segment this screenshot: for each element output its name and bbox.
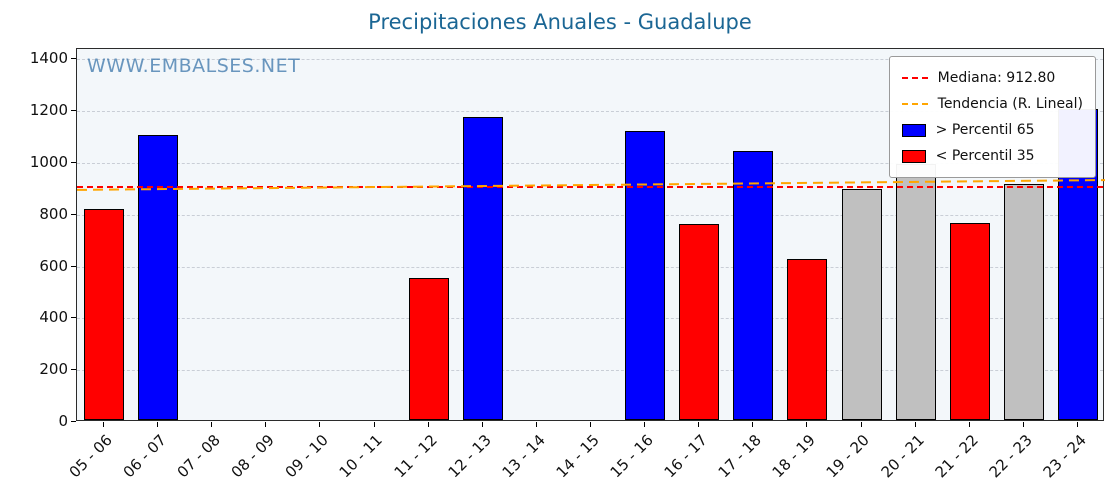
x-tick-label-text: 17 - 18 — [714, 431, 766, 482]
y-tick-mark — [71, 421, 76, 422]
median-line — [77, 185, 1103, 188]
x-tick-mark — [265, 422, 267, 427]
bar-06-07 — [138, 135, 179, 420]
legend-label-above-p65: > Percentil 65 — [935, 122, 1035, 138]
chart-title: Precipitaciones Anuales - Guadalupe — [368, 10, 752, 34]
bar-17-18 — [733, 150, 774, 420]
x-tick-label-text: 10 - 11 — [336, 431, 387, 482]
x-tick-mark — [427, 422, 429, 427]
x-tick-label-text: 09 - 10 — [281, 431, 333, 482]
bar-18-19 — [787, 259, 828, 420]
legend-label-below-p35: < Percentil 35 — [935, 148, 1035, 164]
y-tick-label: 1200 — [29, 101, 68, 120]
y-tick-mark — [71, 317, 76, 319]
x-tick-label-text: 05 - 06 — [65, 431, 116, 482]
bar-16-17 — [679, 224, 720, 420]
bar-19-20 — [841, 189, 882, 420]
x-tick-mark — [752, 422, 754, 427]
x-tick-label-text: 13 - 14 — [498, 431, 549, 482]
y-tick-mark — [71, 58, 76, 60]
x-tick-label-text: 23 - 24 — [1039, 431, 1090, 482]
x-tick-mark — [373, 422, 375, 427]
y-tick-mark — [71, 213, 76, 215]
gridline — [77, 370, 1103, 372]
y-tick-mark — [71, 369, 76, 371]
gridline — [77, 266, 1103, 268]
bar-12-13 — [462, 116, 503, 420]
gridline — [77, 318, 1103, 320]
bar-20-21 — [895, 163, 936, 420]
x-axis-labels: 05 - 06 06 - 07 07 - 08 08 - 09 09 - 10 10 - … — [65, 422, 1104, 500]
x-tick-label-text: 11 - 12 — [390, 431, 441, 482]
y-tick-mark — [71, 265, 76, 267]
x-tick-mark — [590, 422, 591, 427]
above-p65-swatch — [901, 123, 926, 137]
trend-line-swatch — [901, 103, 928, 105]
x-tick-mark — [481, 422, 483, 427]
x-tick-mark — [1022, 422, 1024, 427]
legend-item-median: Mediana: 912.80 — [901, 65, 1083, 91]
legend-item-below-p35: < Percentil 35 — [901, 143, 1083, 169]
x-tick-label-text: 18 - 19 — [768, 431, 820, 482]
y-tick-label: 200 — [39, 360, 68, 379]
watermark: WWW.EMBALSES.NET — [87, 55, 301, 77]
x-tick-mark — [157, 422, 159, 427]
legend-label-trend: Tendencia (R. Lineal) — [937, 96, 1083, 112]
x-tick-mark — [698, 422, 700, 427]
bar-11-12 — [408, 277, 449, 420]
x-tick-mark — [103, 422, 105, 427]
x-tick-label-text: 12 - 13 — [444, 431, 495, 482]
legend-label-median: Mediana: 912.80 — [937, 70, 1056, 86]
x-tick-mark — [644, 422, 646, 427]
bar-15-16 — [625, 131, 666, 420]
bar-05-06 — [84, 208, 125, 420]
y-tick-label: 600 — [39, 256, 68, 275]
x-tick-label-text: 21 - 22 — [931, 431, 982, 482]
median-line-swatch — [901, 77, 928, 79]
legend-item-trend: Tendencia (R. Lineal) — [901, 91, 1083, 117]
y-tick-label: 800 — [39, 204, 68, 223]
y-tick-mark — [71, 161, 76, 163]
bar-21-22 — [949, 223, 990, 420]
gridline — [77, 162, 1103, 164]
x-tick-label-text: 19 - 20 — [822, 431, 874, 482]
y-tick-label: 1400 — [29, 49, 68, 68]
x-tick-label-text: 22 - 23 — [985, 431, 1036, 482]
legend-item-above-p65: > Percentil 65 — [901, 117, 1083, 143]
x-tick-label-text: 06 - 07 — [119, 431, 170, 482]
x-tick-label-text: 07 - 08 — [173, 431, 224, 482]
x-tick-mark — [860, 422, 862, 427]
x-tick-mark — [806, 422, 808, 427]
legend: Mediana: 912.80 Tendencia (R. Lineal) > … — [888, 56, 1096, 178]
x-tick-mark — [968, 422, 970, 427]
x-tick-mark — [1076, 422, 1078, 427]
y-tick-label: 1000 — [29, 152, 68, 171]
x-tick-label-text: 20 - 21 — [877, 431, 928, 482]
y-axis-labels: 0 200 400 600 800 1000 1200 1400 — [0, 48, 68, 430]
gridline — [77, 59, 1103, 61]
x-tick-label-text: 14 - 15 — [552, 431, 603, 482]
gridline — [77, 111, 1103, 113]
plot-area: WWW.EMBALSES.NET Mediana: 912.80 Tendenc… — [76, 48, 1105, 421]
gridline — [77, 214, 1103, 216]
below-p35-swatch — [901, 149, 926, 163]
x-tick-mark — [535, 422, 537, 427]
y-tick-label: 0 — [58, 412, 68, 430]
x-tick-label-text: 16 - 17 — [660, 431, 711, 482]
x-tick-label-text: 15 - 16 — [606, 431, 657, 482]
y-tick-mark — [71, 110, 76, 112]
x-tick-label-text: 08 - 09 — [227, 431, 279, 482]
x-tick-mark — [319, 422, 321, 427]
x-tick-mark — [211, 422, 213, 427]
x-tick-mark — [914, 422, 916, 427]
y-tick-label: 400 — [39, 308, 68, 327]
bar-22-23 — [1003, 184, 1044, 420]
trend-line — [77, 179, 1105, 191]
